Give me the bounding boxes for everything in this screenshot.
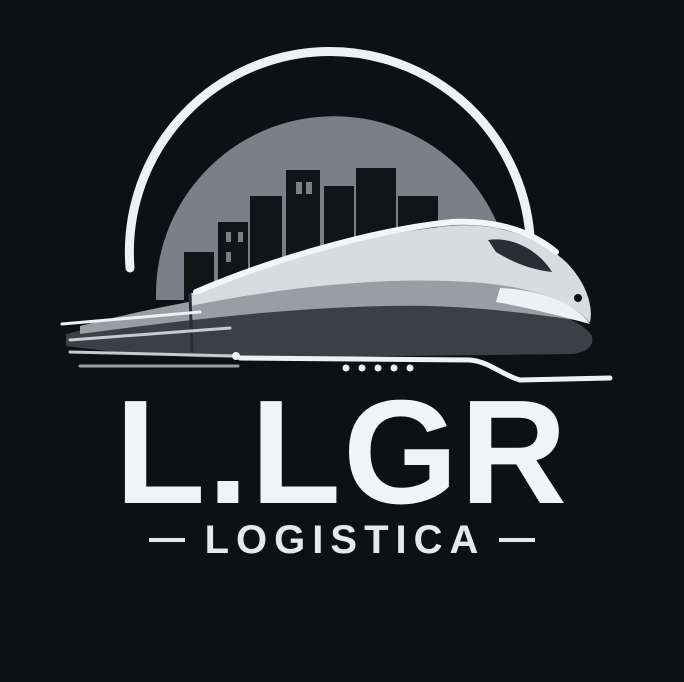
- tagline-row: LOGISTICA: [0, 514, 684, 566]
- brand-name: L.LGR: [115, 370, 569, 535]
- high-speed-train-icon: [60, 218, 613, 383]
- tagline-rule-left: [148, 538, 185, 542]
- tagline: LOGISTICA: [204, 518, 486, 562]
- tagline-rule-right: [499, 538, 536, 542]
- dome-arc: [124, 46, 535, 273]
